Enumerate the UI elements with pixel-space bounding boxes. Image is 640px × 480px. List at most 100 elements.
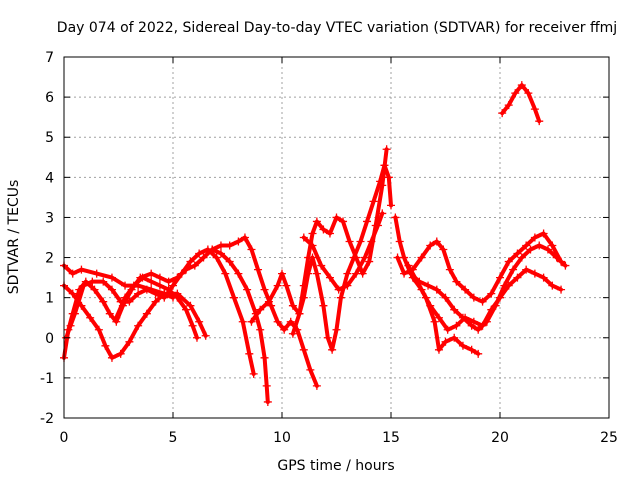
data-point-plus — [319, 225, 328, 234]
data-point-plus — [343, 269, 352, 278]
series-arc-05 — [112, 273, 201, 342]
series-arc-08 — [288, 145, 391, 338]
data-point-plus — [273, 281, 282, 290]
data-point-plus — [195, 249, 204, 258]
data-point-plus — [208, 245, 217, 254]
data-point-plus — [365, 257, 374, 266]
data-point-plus — [147, 269, 156, 278]
series-arc-14 — [498, 81, 544, 126]
axis-ticks: 0 5 10 15 20 25 -2 -1 0 1 2 3 4 5 6 7 — [40, 50, 618, 446]
data-point-plus — [299, 345, 308, 354]
data-point-plus — [99, 297, 108, 306]
series-line — [210, 235, 319, 388]
data-point-plus — [432, 285, 441, 294]
data-point-plus — [66, 321, 75, 330]
data-point-plus — [256, 325, 265, 334]
data-point-plus — [352, 253, 361, 262]
data-point-plus — [441, 293, 450, 302]
data-point-plus — [88, 277, 97, 286]
data-point-plus — [530, 269, 539, 278]
data-point-plus — [288, 301, 297, 310]
series-arc-06 — [208, 233, 321, 390]
data-point-plus — [352, 269, 361, 278]
data-point-plus — [513, 249, 522, 258]
data-point-plus — [304, 253, 313, 262]
data-point-plus — [378, 181, 387, 190]
data-point-plus — [356, 237, 365, 246]
plot-frame — [63, 56, 610, 419]
x-tick-label: 25 — [600, 430, 618, 446]
data-point-plus — [395, 237, 404, 246]
data-point-plus — [129, 281, 138, 290]
series-line — [62, 283, 175, 360]
x-tick-label: 5 — [169, 430, 178, 446]
data-point-plus — [424, 281, 433, 290]
data-point-plus — [243, 285, 252, 294]
data-point-plus — [169, 281, 177, 290]
data-point-plus — [530, 233, 539, 242]
data-point-plus — [308, 241, 317, 250]
data-point-plus — [116, 349, 125, 358]
data-point-plus — [378, 209, 387, 218]
data-point-plus — [461, 313, 470, 322]
data-point-plus — [79, 281, 88, 290]
data-point-plus — [373, 221, 382, 230]
y-tick-label: 2 — [45, 251, 54, 267]
data-point-plus — [177, 269, 186, 278]
data-point-plus — [225, 241, 234, 250]
data-point-plus — [522, 241, 531, 250]
data-point-plus — [434, 313, 443, 322]
data-point-plus — [112, 313, 121, 322]
data-point-plus — [267, 301, 276, 310]
data-point-plus — [295, 309, 304, 318]
data-point-plus — [230, 293, 239, 302]
data-point-plus — [439, 245, 448, 254]
y-tick-label: 3 — [45, 210, 54, 226]
data-point-plus — [426, 301, 435, 310]
data-point-plus — [498, 109, 507, 118]
data-point-plus — [417, 253, 426, 262]
data-point-plus — [522, 265, 531, 274]
data-point-plus — [469, 317, 478, 326]
data-point-plus — [360, 253, 369, 262]
data-point-plus — [286, 317, 295, 326]
data-point-plus — [288, 329, 297, 338]
data-point-plus — [68, 269, 77, 278]
data-point-plus — [216, 241, 225, 250]
data-point-plus — [382, 145, 391, 154]
data-point-plus — [312, 269, 321, 278]
data-point-plus — [487, 305, 496, 314]
series-line — [500, 83, 542, 124]
data-point-plus — [142, 285, 151, 294]
data-point-plus — [530, 105, 539, 114]
data-point-plus — [312, 381, 321, 390]
data-point-plus — [86, 313, 95, 322]
data-point-plus — [526, 245, 535, 254]
chart-title: Day 074 of 2022, Sidereal Day-to-day VTE… — [57, 20, 617, 36]
data-point-plus — [343, 281, 352, 290]
x-axis-label: GPS time / hours — [277, 458, 394, 474]
y-tick-label: 7 — [45, 50, 54, 66]
data-point-plus — [417, 285, 426, 294]
data-point-plus — [264, 297, 273, 306]
data-point-plus — [240, 233, 249, 242]
series-line — [249, 163, 393, 352]
data-point-plus — [434, 345, 443, 354]
data-point-plus — [278, 269, 286, 278]
data-point-plus — [99, 277, 108, 286]
data-point-plus — [469, 293, 478, 302]
data-point-plus — [107, 273, 116, 282]
data-point-plus — [539, 229, 548, 238]
data-point-plus — [216, 249, 225, 258]
data-point-plus — [247, 317, 256, 326]
data-point-plus — [452, 277, 461, 286]
series-arc-03 — [60, 245, 272, 406]
data-point-plus — [142, 309, 151, 318]
data-point-plus — [535, 241, 544, 250]
y-tick-label: -2 — [40, 411, 54, 427]
data-point-plus — [282, 281, 291, 290]
data-point-plus — [524, 89, 533, 98]
data-point-plus — [467, 345, 476, 354]
data-point-plus — [400, 269, 409, 278]
